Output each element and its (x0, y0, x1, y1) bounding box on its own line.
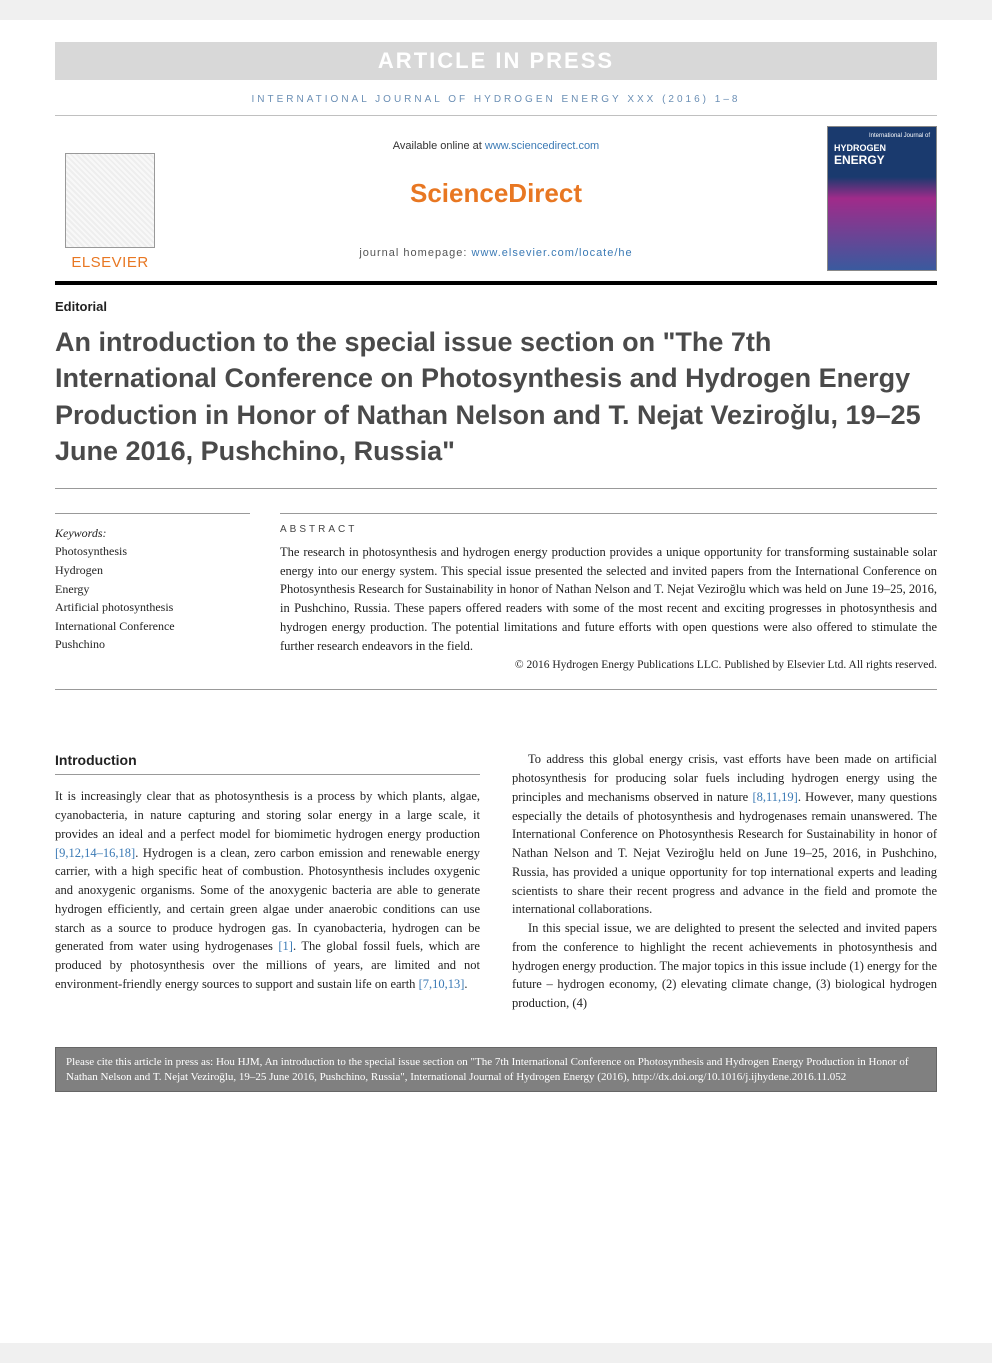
keyword-item: Pushchino (55, 635, 250, 654)
available-online-line: Available online at www.sciencedirect.co… (393, 136, 599, 154)
intro-paragraph-1: It is increasingly clear that as photosy… (55, 787, 480, 993)
right-paragraph-2: In this special issue, we are delighted … (512, 919, 937, 1013)
meta-section: Keywords: Photosynthesis Hydrogen Energy… (55, 488, 937, 691)
abstract-text: The research in photosynthesis and hydro… (280, 543, 937, 656)
reference-link[interactable]: [8,11,19] (752, 790, 797, 804)
abstract-column: ABSTRACT The research in photosynthesis … (280, 513, 937, 672)
article-page: ARTICLE IN PRESS INTERNATIONAL JOURNAL O… (0, 20, 992, 1343)
elsevier-logo-icon (65, 153, 155, 248)
article-in-press-banner: ARTICLE IN PRESS (55, 42, 937, 80)
cover-title-line1: HYDROGEN (834, 143, 930, 153)
journal-header: ELSEVIER Available online at www.science… (55, 115, 937, 285)
homepage-prefix: journal homepage: (359, 247, 471, 259)
journal-cover-image: International Journal of HYDROGEN ENERGY (827, 126, 937, 271)
keyword-item: Photosynthesis (55, 542, 250, 561)
intro-text-1b: . Hydrogen is a clean, zero carbon emiss… (55, 846, 480, 954)
article-type: Editorial (55, 299, 937, 314)
right-column: To address this global energy crisis, va… (512, 750, 937, 1013)
body-columns: Introduction It is increasingly clear th… (55, 750, 937, 1013)
journal-homepage-line: journal homepage: www.elsevier.com/locat… (359, 243, 632, 261)
header-center: Available online at www.sciencedirect.co… (185, 126, 807, 271)
keywords-column: Keywords: Photosynthesis Hydrogen Energy… (55, 513, 250, 672)
keyword-item: Hydrogen (55, 561, 250, 580)
journal-cover-block: International Journal of HYDROGEN ENERGY (827, 126, 937, 271)
right-paragraph-1: To address this global energy crisis, va… (512, 750, 937, 919)
reference-link[interactable]: [1] (278, 939, 293, 953)
publisher-block: ELSEVIER (55, 126, 165, 271)
keywords-label: Keywords: (55, 524, 250, 543)
right-text-1b: . However, many questions especially the… (512, 790, 937, 917)
citation-footer-box: Please cite this article in press as: Ho… (55, 1047, 937, 1093)
copyright-line: © 2016 Hydrogen Energy Publications LLC.… (280, 659, 937, 671)
publisher-name: ELSEVIER (71, 254, 148, 271)
introduction-heading: Introduction (55, 750, 480, 775)
reference-link[interactable]: [7,10,13] (419, 977, 465, 991)
abstract-heading: ABSTRACT (280, 524, 937, 535)
article-title: An introduction to the special issue sec… (55, 324, 937, 470)
left-column: Introduction It is increasingly clear th… (55, 750, 480, 1013)
keyword-item: International Conference (55, 617, 250, 636)
intro-text-1d: . (464, 977, 467, 991)
homepage-link[interactable]: www.elsevier.com/locate/he (472, 247, 633, 259)
sciencedirect-logo: ScienceDirect (410, 178, 582, 209)
available-prefix: Available online at (393, 140, 485, 152)
reference-link[interactable]: [9,12,14–16,18] (55, 846, 135, 860)
cover-top-text: International Journal of (834, 133, 930, 139)
sciencedirect-link[interactable]: www.sciencedirect.com (485, 140, 599, 152)
keyword-item: Energy (55, 580, 250, 599)
journal-citation-top: INTERNATIONAL JOURNAL OF HYDROGEN ENERGY… (55, 94, 937, 105)
intro-text-1a: It is increasingly clear that as photosy… (55, 789, 480, 841)
cover-title-line2: ENERGY (834, 153, 930, 167)
keyword-item: Artificial photosynthesis (55, 598, 250, 617)
